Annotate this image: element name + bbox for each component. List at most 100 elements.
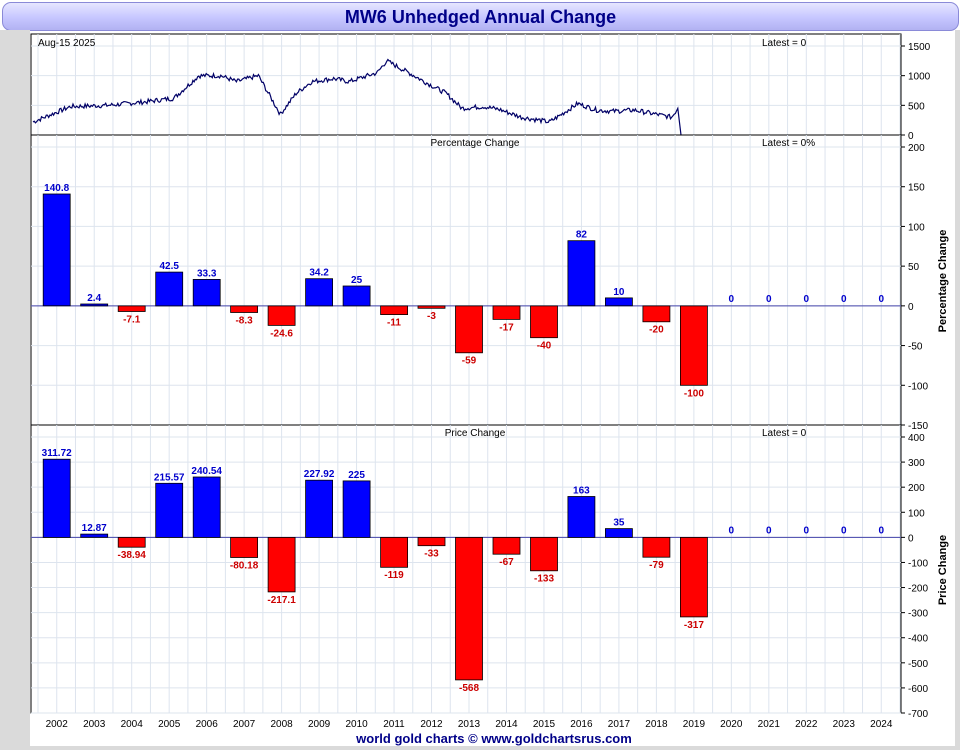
price-change-bar	[155, 482, 184, 538]
percentage-y-tick-label: 100	[908, 222, 925, 233]
x-tick-label: 2006	[196, 719, 219, 730]
price-change-data-label: 225	[348, 470, 365, 481]
price-change-y-tick-label: -700	[908, 709, 928, 720]
price-change-y-tick-label: -100	[908, 558, 928, 569]
price-change-data-label: 0	[766, 525, 772, 536]
price-latest-label: Latest = 0	[762, 38, 807, 49]
price-change-bar	[80, 533, 109, 538]
x-tick-label: 2018	[645, 719, 668, 730]
percentage-y-tick-label: -50	[908, 342, 923, 353]
x-tick-label: 2013	[458, 719, 481, 730]
percentage-data-label: 2.4	[87, 293, 101, 304]
percentage-data-label: 42.5	[159, 261, 179, 272]
percentage-bar	[192, 278, 221, 307]
percentage-y-tick-label: 200	[908, 143, 925, 154]
percentage-data-label: -11	[387, 318, 401, 329]
percentage-bar	[42, 193, 71, 307]
x-tick-label: 2021	[758, 719, 781, 730]
price-change-bar	[680, 537, 708, 618]
percentage-data-label: 0	[841, 294, 847, 305]
price-change-data-label: 0	[879, 525, 885, 536]
percentage-data-label: 0	[766, 294, 772, 305]
footer-credit: world gold charts © www.goldchartsrus.co…	[356, 731, 632, 746]
chart-title: MW6 Unhedged Annual Change	[344, 7, 617, 27]
price-change-y-tick-label: 400	[908, 433, 925, 444]
percentage-data-label: -100	[684, 388, 704, 399]
bottom-margin	[0, 746, 960, 750]
price-change-bar	[117, 537, 146, 548]
price-change-data-label: -133	[534, 574, 554, 585]
percentage-data-label: 0	[879, 294, 885, 305]
x-tick-label: 2005	[158, 719, 181, 730]
date-label: Aug-15 2025	[38, 38, 96, 49]
price-change-data-label: 0	[804, 525, 810, 536]
price-change-data-label: -119	[384, 570, 404, 581]
percentage-y-ticks: -150 -100 -50 0 50 100 150 200	[901, 143, 928, 432]
price-change-y-tick-label: -400	[908, 634, 928, 645]
price-change-data-label: 227.92	[304, 469, 335, 480]
percentage-panel-title: Percentage Change	[431, 138, 520, 149]
percentage-data-label: -40	[537, 341, 552, 352]
percentage-bar	[305, 278, 334, 307]
price-change-bar	[642, 537, 671, 558]
price-change-bar	[42, 458, 71, 538]
price-y-tick-label: 1000	[908, 72, 931, 83]
price-change-y-tick-label: 200	[908, 483, 925, 494]
percentage-data-label: -7.1	[123, 315, 141, 326]
price-change-latest-label: Latest = 0	[762, 428, 807, 439]
price-change-data-label: 163	[573, 486, 590, 497]
price-panel: 0 500 1000 1500 Aug-15 2025 Latest = 0	[30, 33, 931, 142]
price-change-data-label: 311.72	[42, 448, 72, 459]
price-change-data-label: 240.54	[191, 466, 222, 477]
percentage-data-label: -8.3	[235, 315, 253, 326]
price-change-y-tick-label: 300	[908, 458, 925, 469]
x-tick-label: 2007	[233, 719, 256, 730]
price-change-data-label: 12.87	[82, 523, 107, 534]
x-tick-label: 2019	[683, 719, 706, 730]
x-tick-label: 2002	[46, 719, 69, 730]
percentage-y-tick-label: 0	[908, 302, 914, 313]
price-change-data-label: 0	[729, 525, 735, 536]
price-y-ticks: 0 500 1000 1500	[901, 42, 931, 142]
percentage-bar	[680, 305, 708, 386]
price-change-y-axis-label: Price Change	[937, 535, 949, 605]
price-change-y-tick-label: 0	[908, 533, 914, 544]
percentage-y-tick-label: -100	[908, 381, 928, 392]
percentage-data-label: -3	[427, 311, 436, 322]
price-change-y-tick-label: 100	[908, 508, 925, 519]
percentage-bar	[80, 303, 109, 307]
x-tick-label: 2003	[83, 719, 106, 730]
price-change-data-label: -79	[649, 560, 664, 571]
percentage-bar	[530, 305, 558, 339]
percentage-data-label: -24.6	[270, 328, 293, 339]
percentage-bar	[117, 305, 146, 312]
x-axis-labels: 2002 2003 2004 2005 2006 2007 2008 2009 2010 2011…	[46, 719, 893, 730]
percentage-bar	[417, 305, 446, 309]
price-change-bar	[380, 537, 409, 568]
percentage-data-label: -20	[649, 325, 664, 336]
price-change-bar	[192, 476, 221, 538]
percentage-data-label: 0	[729, 294, 735, 305]
price-change-data-label: 215.57	[154, 472, 185, 483]
x-tick-label: 2004	[121, 719, 144, 730]
price-change-data-label: -38.94	[118, 550, 147, 561]
x-tick-label: 2023	[833, 719, 856, 730]
percentage-bar	[605, 297, 633, 307]
price-change-bar	[305, 479, 334, 538]
price-change-y-tick-label: -500	[908, 659, 928, 670]
price-change-y-tick-label: -200	[908, 584, 928, 595]
price-change-data-label: -80.18	[230, 561, 259, 572]
price-change-bar	[492, 537, 521, 555]
price-change-bar	[342, 480, 371, 538]
right-margin	[955, 30, 960, 750]
x-tick-label: 2016	[570, 719, 593, 730]
percentage-data-label: 10	[613, 287, 625, 298]
x-tick-label: 2020	[720, 719, 743, 730]
price-change-data-label: -33	[424, 549, 439, 560]
price-panel-bg	[30, 33, 902, 136]
price-change-bar	[530, 537, 558, 572]
x-tick-label: 2022	[795, 719, 818, 730]
x-tick-label: 2014	[495, 719, 518, 730]
